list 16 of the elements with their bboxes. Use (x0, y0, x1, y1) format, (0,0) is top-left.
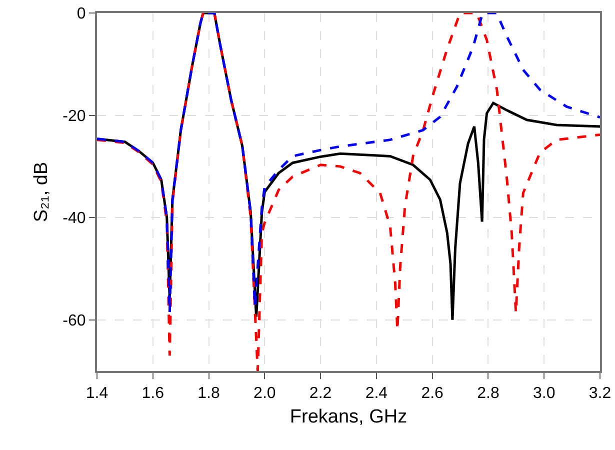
x-tick-label: 2.2 (309, 385, 332, 402)
x-tick-label: 2.8 (477, 385, 500, 402)
x-tick-label: 3.0 (532, 385, 556, 402)
x-tick-label: 3.2 (588, 385, 612, 402)
x-tick-label: 1.6 (142, 385, 164, 402)
x-tick-label: 1.8 (198, 385, 220, 402)
y-tick-label: 0 (76, 6, 86, 23)
y-tick-label: -60 (62, 312, 86, 330)
x-axis-title: Frekans, GHz (290, 406, 408, 428)
y-axis-title: S₂₁, dB (31, 162, 52, 222)
y-tick-label: -20 (62, 108, 86, 125)
x-tick-label: 1.4 (86, 385, 108, 402)
x-tick-label: 2.6 (421, 385, 444, 402)
y-tick-label: -40 (62, 210, 86, 228)
x-tick-label: 2.4 (365, 385, 388, 402)
x-tick-label: 2.0 (254, 385, 276, 402)
